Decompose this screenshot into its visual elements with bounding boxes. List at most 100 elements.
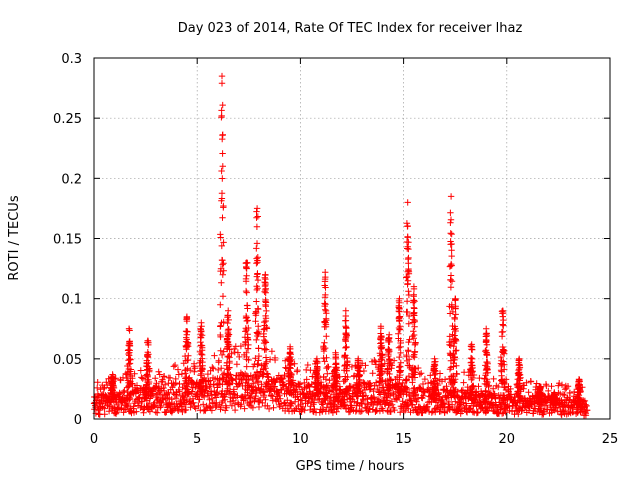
data-point — [448, 252, 455, 260]
data-point — [219, 374, 226, 382]
data-point — [468, 355, 475, 362]
data-point — [243, 302, 251, 309]
data-point — [342, 376, 349, 383]
data-point — [233, 361, 241, 368]
data-point — [387, 408, 395, 415]
data-point — [404, 243, 411, 250]
data-point — [386, 375, 393, 383]
data-point — [544, 406, 551, 413]
data-point — [321, 318, 328, 325]
data-point — [397, 349, 404, 357]
data-point — [333, 365, 340, 372]
data-point — [342, 317, 349, 324]
data-point — [397, 339, 404, 347]
data-point — [342, 386, 349, 393]
data-point — [277, 395, 284, 402]
data-point — [499, 328, 506, 335]
data-point — [121, 387, 128, 395]
data-point — [404, 233, 411, 240]
data-point — [484, 392, 491, 399]
data-point — [245, 341, 252, 349]
data-point — [198, 383, 205, 390]
data-point — [322, 284, 329, 291]
data-point — [322, 269, 329, 276]
data-point — [208, 395, 216, 402]
data-point — [314, 363, 321, 370]
data-point — [411, 318, 418, 325]
data-point — [320, 390, 328, 397]
data-point — [561, 386, 569, 393]
data-point — [404, 280, 411, 287]
data-point — [94, 379, 101, 386]
data-point — [231, 391, 238, 398]
data-point — [369, 370, 376, 377]
data-point — [364, 401, 372, 408]
data-point — [482, 333, 490, 340]
data-point — [377, 330, 384, 337]
data-point — [433, 392, 440, 399]
data-point — [327, 388, 335, 395]
data-point — [250, 380, 257, 387]
data-point — [308, 381, 315, 388]
data-point — [327, 400, 334, 407]
data-point — [391, 406, 398, 414]
data-point — [313, 370, 321, 378]
data-point — [447, 219, 454, 226]
data-point — [253, 240, 261, 247]
data-point — [108, 378, 116, 385]
data-point — [252, 392, 259, 400]
data-point — [498, 377, 505, 384]
data-point — [244, 373, 252, 380]
data-point — [419, 409, 426, 417]
data-point — [376, 371, 384, 378]
data-point — [221, 396, 229, 403]
data-point — [247, 394, 254, 401]
data-point — [286, 389, 293, 397]
data-point — [468, 341, 475, 348]
data-point — [172, 395, 180, 402]
data-point — [191, 403, 198, 410]
data-point — [405, 254, 412, 262]
data-point — [419, 380, 427, 388]
data-point — [183, 397, 190, 404]
x-tick-label: 20 — [499, 432, 516, 447]
data-point — [133, 408, 140, 415]
data-point — [225, 364, 233, 372]
data-point — [386, 385, 393, 393]
data-point — [378, 387, 385, 395]
data-point — [199, 362, 206, 369]
data-point — [186, 374, 193, 381]
data-point — [183, 389, 191, 396]
data-point — [343, 343, 350, 351]
data-point — [238, 401, 245, 408]
data-point — [198, 319, 205, 326]
data-point — [261, 345, 268, 352]
data-point — [152, 375, 159, 382]
data-point — [196, 396, 203, 403]
data-point — [184, 365, 191, 372]
data-point — [200, 401, 207, 408]
data-point — [453, 370, 461, 378]
data-point — [226, 358, 233, 365]
data-point — [467, 385, 474, 393]
data-point — [260, 366, 267, 373]
data-point — [469, 408, 477, 415]
data-point — [170, 389, 177, 397]
data-point — [447, 262, 454, 269]
data-point — [356, 377, 363, 385]
data-point — [237, 342, 245, 350]
data-point — [199, 388, 206, 395]
data-point — [234, 392, 241, 399]
data-point — [405, 405, 412, 412]
data-point — [262, 285, 269, 292]
data-point — [219, 131, 226, 138]
data-point — [362, 362, 369, 369]
data-point — [342, 352, 349, 359]
data-point — [304, 361, 311, 369]
data-point — [218, 256, 226, 264]
y-axis-label: ROTI / TECUs — [7, 195, 22, 280]
data-point — [469, 362, 476, 369]
data-point — [344, 357, 351, 365]
x-tick-label: 15 — [395, 432, 412, 447]
data-point — [495, 383, 502, 391]
